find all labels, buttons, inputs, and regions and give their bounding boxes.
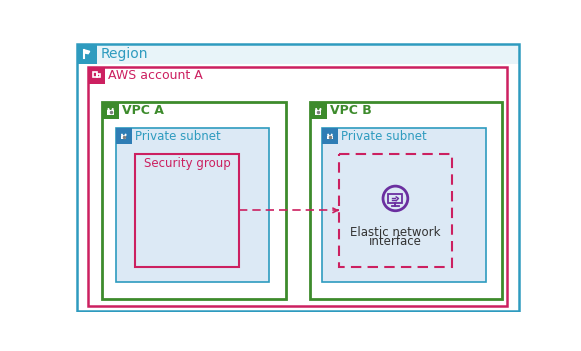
Bar (310, 102, 327, 119)
Text: Elastic network: Elastic network (350, 226, 440, 239)
Bar (322, 128, 338, 144)
Text: Private subnet: Private subnet (135, 130, 220, 143)
Polygon shape (84, 50, 89, 54)
Text: AWS account A: AWS account A (108, 69, 203, 82)
Bar (88, 67, 105, 84)
Bar (107, 110, 114, 114)
Bar (322, 128, 486, 282)
Bar (77, 44, 519, 64)
Bar (116, 128, 270, 282)
Bar (93, 72, 96, 77)
Bar (88, 67, 507, 306)
Text: Private subnet: Private subnet (341, 130, 426, 143)
Text: VPC B: VPC B (330, 104, 372, 117)
Text: VPC A: VPC A (122, 104, 164, 117)
Bar (315, 110, 321, 114)
Text: interface: interface (369, 235, 422, 248)
Bar (96, 74, 100, 77)
Bar (116, 128, 131, 144)
Text: Security group: Security group (144, 157, 230, 170)
Bar (327, 135, 332, 139)
Text: Region: Region (101, 47, 148, 61)
Bar (339, 154, 451, 267)
Bar (389, 194, 403, 203)
Bar (102, 102, 119, 119)
Bar (121, 135, 127, 139)
Bar (102, 102, 286, 299)
Bar (77, 44, 96, 64)
Bar (310, 102, 502, 299)
Bar (135, 154, 239, 267)
